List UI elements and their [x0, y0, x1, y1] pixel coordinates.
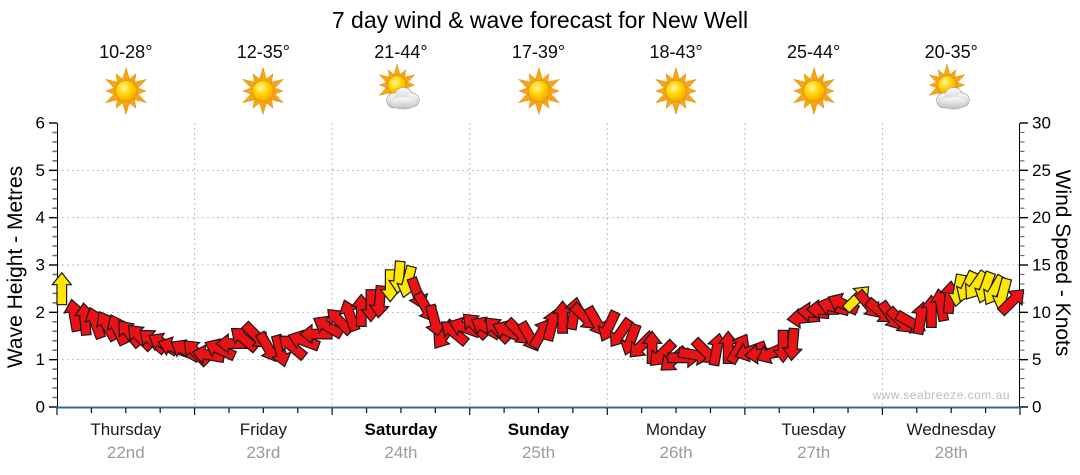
day-date-label: 27th — [797, 443, 831, 462]
day-temperature-range: 18-43° — [649, 42, 703, 62]
day-date-label: 24th — [384, 443, 418, 462]
partly-cloudy-icon — [374, 63, 428, 117]
day-name-label: Friday — [239, 420, 287, 439]
sunny-icon — [787, 63, 841, 117]
day-date-label: 25th — [521, 443, 556, 462]
wind-arrow — [270, 333, 292, 368]
right-axis-tick-label: 25 — [1032, 161, 1051, 180]
right-axis-tick-label: 30 — [1032, 114, 1051, 133]
sun-core — [252, 80, 275, 102]
day-name-label: Sunday — [507, 420, 570, 439]
sun-core — [665, 80, 687, 102]
day-temperature-range: 17-39° — [511, 42, 566, 62]
left-axis-tick-label: 4 — [36, 208, 45, 227]
day-temperature-range: 25-44° — [787, 42, 841, 62]
wind-arrow — [191, 343, 226, 365]
day-name-label: Monday — [645, 420, 707, 439]
sun-core — [802, 80, 825, 102]
wind-arrow — [204, 338, 238, 362]
wind-arrow — [781, 327, 804, 362]
left-axis-tick-label: 2 — [36, 303, 45, 322]
right-axis-tick-label: 10 — [1032, 303, 1051, 322]
sun-core — [527, 80, 550, 102]
right-axis-tick-label: 15 — [1032, 256, 1051, 275]
sunny-icon — [236, 63, 290, 117]
right-axis-tick-label: 0 — [1032, 398, 1041, 417]
right-axis-tick-label: 5 — [1032, 350, 1041, 369]
day-name-label: Saturday — [364, 420, 438, 439]
day-date-label: 28th — [934, 443, 968, 462]
watermark: www.seabreeze.com.au — [872, 388, 1010, 402]
left-axis-tick-label: 0 — [36, 398, 45, 417]
wind-arrow — [287, 329, 321, 352]
right-axis-tick-label: 20 — [1032, 208, 1051, 227]
left-axis-tick-label: 5 — [36, 161, 45, 180]
left-axis-tick-label: 3 — [36, 256, 45, 275]
day-name-label: Tuesday — [781, 420, 846, 439]
day-temperature-range: 21-44° — [374, 42, 428, 62]
day-date-label: 23rd — [246, 443, 281, 462]
sunny-icon — [99, 63, 153, 117]
day-date-label: 22nd — [106, 443, 145, 462]
wind-arrow — [996, 289, 1025, 317]
chart-title: 7 day wind & wave forecast for New Well — [331, 7, 749, 33]
partly-cloudy-icon — [924, 63, 978, 117]
day-date-label: 26th — [659, 443, 693, 462]
day-temperature-range: 10-28° — [99, 42, 153, 62]
day-name-label: Wednesday — [906, 420, 996, 439]
day-temperature-range: 20-35° — [924, 42, 978, 62]
left-axis-tick-label: 6 — [36, 114, 45, 133]
sunny-icon — [512, 63, 566, 117]
sunny-icon — [649, 63, 703, 117]
sun-core — [114, 80, 137, 102]
cloud-fill — [941, 97, 967, 109]
left-axis-tick-label: 1 — [36, 350, 45, 369]
cloud-fill — [390, 97, 416, 109]
day-name-label: Thursday — [90, 420, 162, 439]
day-temperature-range: 12-35° — [236, 42, 290, 62]
wind-arrow — [51, 271, 73, 306]
